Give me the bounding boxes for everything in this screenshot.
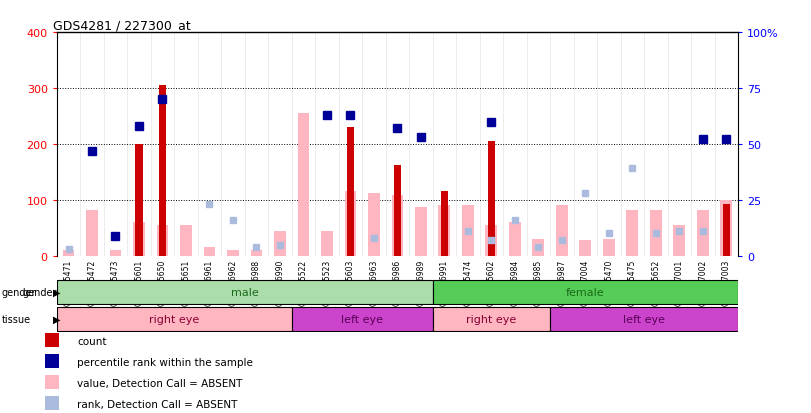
Bar — [135, 145, 143, 256]
Bar — [441, 192, 448, 256]
Bar — [432, 280, 738, 304]
Bar — [345, 192, 356, 256]
Bar — [62, 250, 75, 256]
Bar — [394, 165, 401, 256]
Bar — [462, 206, 474, 256]
Text: GDS4281 / 227300_at: GDS4281 / 227300_at — [54, 19, 191, 32]
Bar — [432, 307, 550, 331]
Bar — [57, 307, 292, 331]
Bar — [204, 248, 216, 256]
Bar — [603, 239, 615, 256]
Text: value, Detection Call = ABSENT: value, Detection Call = ABSENT — [77, 378, 242, 388]
Bar — [321, 231, 333, 256]
Bar — [486, 225, 497, 256]
Bar — [292, 307, 432, 331]
Bar — [626, 210, 638, 256]
Bar — [439, 206, 450, 256]
Bar — [415, 208, 427, 256]
Bar — [180, 225, 192, 256]
Text: left eye: left eye — [341, 314, 383, 324]
Bar — [159, 86, 166, 256]
Text: rank, Detection Call = ABSENT: rank, Detection Call = ABSENT — [77, 399, 238, 408]
Text: ▶: ▶ — [53, 314, 60, 324]
Bar — [347, 128, 354, 256]
Bar — [509, 223, 521, 256]
Bar — [368, 194, 380, 256]
Bar — [57, 280, 432, 304]
Text: count: count — [77, 336, 106, 346]
Bar — [650, 210, 662, 256]
Bar — [86, 210, 98, 256]
Bar — [45, 354, 59, 368]
Text: gender: gender — [22, 287, 57, 297]
Bar — [274, 231, 285, 256]
Bar — [45, 375, 59, 389]
Bar — [550, 307, 738, 331]
Text: ▶: ▶ — [53, 287, 60, 297]
Bar — [673, 225, 685, 256]
Bar — [720, 200, 732, 256]
Text: left eye: left eye — [623, 314, 665, 324]
Text: right eye: right eye — [149, 314, 200, 324]
Bar — [488, 142, 495, 256]
Bar — [133, 223, 145, 256]
Text: tissue: tissue — [2, 314, 31, 324]
Bar — [109, 250, 122, 256]
Text: percentile rank within the sample: percentile rank within the sample — [77, 357, 253, 367]
Bar — [251, 250, 262, 256]
Text: female: female — [566, 287, 605, 297]
Bar — [392, 196, 403, 256]
Text: right eye: right eye — [466, 314, 517, 324]
Bar — [579, 240, 591, 256]
Bar — [45, 333, 59, 347]
Bar — [697, 210, 709, 256]
Text: male: male — [231, 287, 259, 297]
Bar — [45, 396, 59, 410]
Bar — [556, 206, 568, 256]
Bar — [533, 239, 544, 256]
Bar — [227, 250, 238, 256]
Bar — [298, 114, 309, 256]
Bar — [723, 204, 730, 256]
Text: gender: gender — [2, 287, 36, 297]
Bar — [157, 225, 169, 256]
